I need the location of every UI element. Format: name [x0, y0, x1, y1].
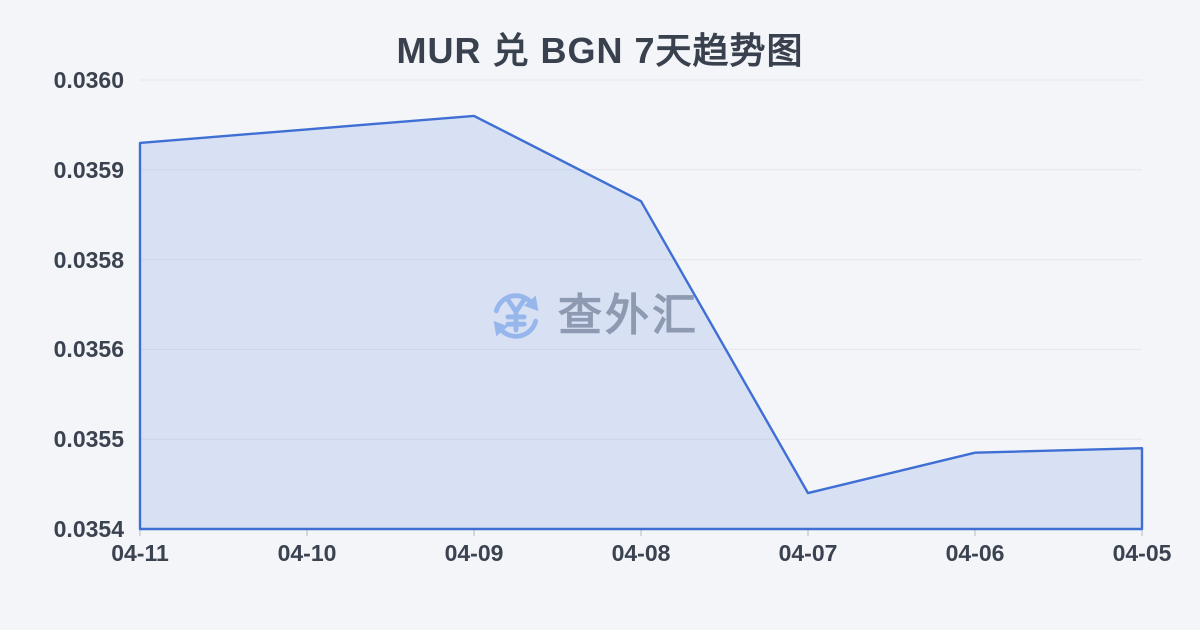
x-axis-tick-label: 04-05	[1112, 540, 1172, 566]
yen-symbol	[505, 297, 527, 333]
y-axis-tick-label: 0.0354	[53, 516, 124, 542]
y-axis-tick-label: 0.0359	[53, 156, 124, 183]
x-axis-tick-label: 04-08	[611, 540, 671, 566]
chart-title: MUR 兑 BGN 7天趋势图	[396, 30, 804, 71]
x-axis-tick-label: 04-09	[444, 540, 504, 566]
y-axis-tick-label: 0.0360	[53, 67, 124, 93]
currency-exchange-icon	[493, 293, 539, 339]
x-axis-tick-label: 04-11	[111, 540, 169, 566]
price-area-series	[138, 114, 1144, 531]
y-axis-tick-label: 0.0356	[53, 336, 124, 363]
x-axis-tick-label: 04-07	[778, 540, 838, 566]
watermark: 查外汇	[487, 286, 699, 346]
x-axis-tick-label: 04-06	[945, 540, 1005, 566]
y-axis-tick-label: 0.0355	[53, 426, 124, 453]
watermark-text: 查外汇	[558, 286, 699, 346]
y-axis-tick-label: 0.0358	[53, 246, 124, 273]
x-axis-tick-label: 04-10	[277, 540, 337, 566]
